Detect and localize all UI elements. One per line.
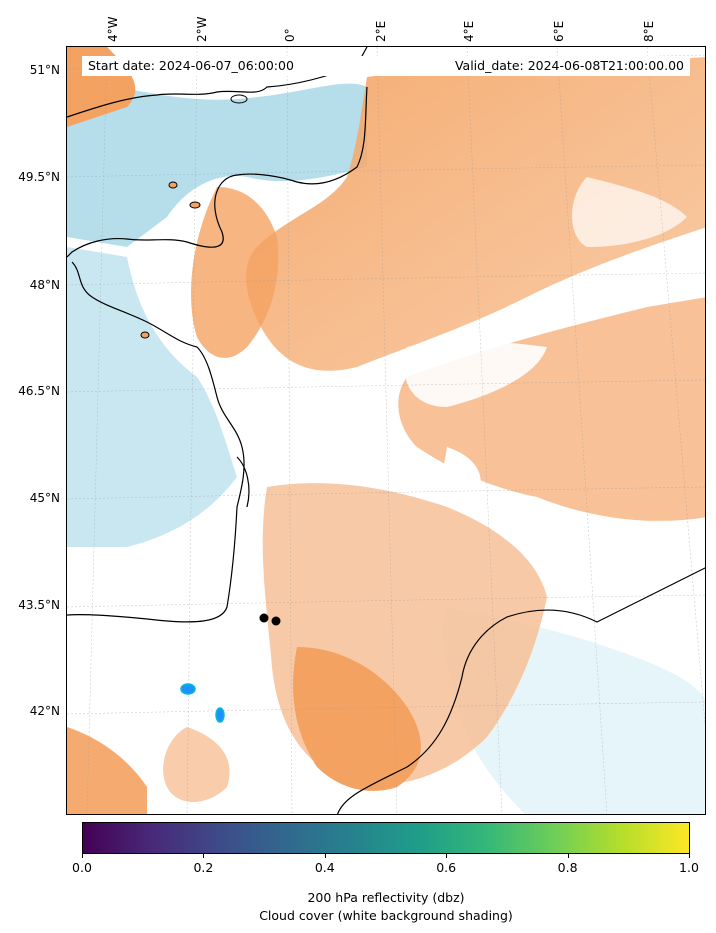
graticule xyxy=(67,47,705,814)
start-date-label: Start date: 2024-06-07_06:00:00 xyxy=(88,58,294,73)
colorbar-tick-label: 0.6 xyxy=(436,860,457,875)
lat-label-48n: 48°N xyxy=(29,278,60,292)
map-panel xyxy=(66,46,706,815)
lat-label-43-5n: 43.5°N xyxy=(18,598,60,612)
colorbar-tick-label: 0.0 xyxy=(72,860,92,875)
date-header: Start date: 2024-06-07_06:00:00 Valid_da… xyxy=(82,56,690,76)
colorbar-tickmark xyxy=(203,854,205,858)
caption-line-1: 200 hPa reflectivity (dbz) xyxy=(307,890,465,905)
colorbar xyxy=(82,822,690,854)
lon-label-2e: 2°E xyxy=(374,20,388,42)
lon-label-2w: 2°W xyxy=(195,16,209,43)
lat-label-46-5n: 46.5°N xyxy=(18,384,60,398)
lon-label-4w: 4°W xyxy=(106,16,120,43)
colorbar-tickmark xyxy=(82,854,83,858)
reflectivity-cells xyxy=(180,683,225,723)
lon-label-0: 0° xyxy=(283,28,297,42)
colorbar-tickmark xyxy=(567,854,569,858)
colorbar-tick-label: 0.2 xyxy=(193,860,214,875)
map-canvas xyxy=(67,47,705,814)
lat-label-45n: 45°N xyxy=(29,491,60,505)
lon-label-8e: 8°E xyxy=(642,20,656,42)
caption-line-2: Cloud cover (white background shading) xyxy=(259,908,513,923)
colorbar-tickmark xyxy=(689,854,690,858)
lon-label-4e: 4°E xyxy=(462,20,476,42)
colorbar-tick-label: 0.4 xyxy=(314,860,335,875)
coastlines xyxy=(67,47,705,814)
colorbar-tickmark xyxy=(324,854,326,858)
lat-label-49-5n: 49.5°N xyxy=(18,170,60,184)
clear-sky-gaps xyxy=(404,177,687,501)
station-markers xyxy=(259,613,281,626)
colorbar-tick-label: 0.8 xyxy=(557,860,578,875)
lat-label-51n: 51°N xyxy=(29,63,60,77)
lat-label-42n: 42°N xyxy=(29,704,60,718)
lon-label-6e: 6°E xyxy=(552,20,566,42)
islands xyxy=(140,94,248,339)
colorbar-tickmark xyxy=(446,854,448,858)
valid-date-label: Valid_date: 2024-06-08T21:00:00.00 xyxy=(454,58,684,73)
colorbar-tick-label: 1.0 xyxy=(679,860,699,875)
